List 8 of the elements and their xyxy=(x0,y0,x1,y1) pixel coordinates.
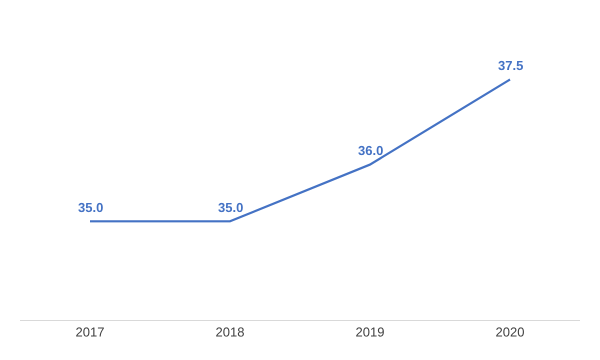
data-label: 35.0 xyxy=(78,200,104,215)
data-label: 35.0 xyxy=(218,200,244,215)
x-tick-label: 2017 xyxy=(76,324,104,340)
data-label: 37.5 xyxy=(498,58,524,73)
x-tick-label: 2020 xyxy=(496,324,524,340)
x-tick-label: 2019 xyxy=(356,324,384,340)
data-label: 36.0 xyxy=(358,143,384,158)
x-tick-label: 2018 xyxy=(216,324,244,340)
